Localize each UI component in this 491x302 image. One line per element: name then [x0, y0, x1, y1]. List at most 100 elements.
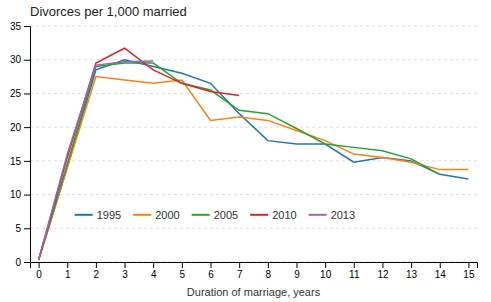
- x-tick-label: 8: [266, 269, 272, 280]
- x-tick-mark: [125, 262, 126, 268]
- x-tick-label: 7: [237, 269, 243, 280]
- y-tick-label: 0: [15, 257, 21, 268]
- legend-label: 1995: [97, 209, 121, 221]
- legend: 1995 2000 2005 2010 2013: [75, 209, 355, 221]
- legend-swatch: [192, 214, 210, 216]
- x-tick: 5: [180, 262, 186, 280]
- x-tick-mark: [39, 262, 40, 268]
- x-tick-mark: [96, 262, 97, 268]
- y-tick: 35: [10, 21, 30, 32]
- x-axis-line: [31, 263, 478, 269]
- x-tick: 6: [208, 262, 214, 280]
- x-tick: 0: [36, 262, 42, 280]
- x-tick: 10: [320, 262, 332, 280]
- x-tick: 9: [294, 262, 300, 280]
- y-axis: 0 5 10 15 20 25 30 35: [10, 21, 31, 268]
- x-tick: 15: [463, 262, 475, 280]
- legend-label: 2013: [331, 209, 355, 221]
- chart: 0123456789101112131415051015202530351995…: [0, 0, 491, 302]
- y-tick: 15: [10, 156, 30, 167]
- series-line: [39, 60, 469, 260]
- x-tick-label: 9: [294, 269, 300, 280]
- x-tick-label: 14: [435, 269, 447, 280]
- x-tick-label: 11: [349, 269, 360, 280]
- y-tick-mark: [24, 161, 30, 162]
- x-tick-mark: [67, 262, 68, 268]
- y-tick-mark: [24, 228, 30, 229]
- y-axis-line: [24, 27, 31, 263]
- y-tick-label: 5: [15, 223, 21, 234]
- y-grid-line: [30, 194, 477, 195]
- legend-swatch: [250, 214, 268, 216]
- y-tick-label: 30: [10, 54, 22, 65]
- x-tick-mark: [325, 262, 326, 268]
- series-line: [39, 63, 440, 260]
- x-tick-mark: [440, 262, 441, 268]
- x-tick-label: 10: [320, 269, 332, 280]
- y-tick: 20: [10, 122, 30, 133]
- title: Divorces per 1,000 married: [30, 4, 187, 19]
- x-tick-label: 13: [406, 269, 418, 280]
- x-tick-mark: [468, 262, 469, 268]
- chart-container: 0123456789101112131415051015202530351995…: [0, 0, 491, 302]
- legend-label: 2005: [214, 209, 238, 221]
- x-tick-label: 5: [180, 269, 186, 280]
- y-tick-mark: [24, 262, 30, 263]
- y-grid-line: [30, 228, 477, 229]
- y-tick-label: 15: [10, 156, 22, 167]
- x-tick: 4: [151, 262, 157, 280]
- x-axis: 0123456789101112131415: [31, 262, 478, 280]
- x-tick-mark: [296, 262, 297, 268]
- legend-swatch: [309, 214, 327, 216]
- y-tick-mark: [24, 195, 30, 196]
- x-tick-mark: [411, 262, 412, 268]
- x-tick: 12: [377, 262, 389, 280]
- y-tick-mark: [24, 127, 30, 128]
- y-tick-mark: [24, 60, 30, 61]
- x-tick-mark: [211, 262, 212, 268]
- y-tick-mark: [24, 26, 30, 27]
- y-tick: 25: [10, 88, 30, 99]
- x-tick-label: 0: [36, 269, 42, 280]
- y-tick-label: 10: [10, 189, 22, 200]
- y-tick: 0: [15, 257, 30, 268]
- legend-item: 2010: [250, 209, 296, 221]
- x-tick: 7: [237, 262, 243, 280]
- x-tick-label: 1: [65, 269, 71, 280]
- x-tick-label: 12: [377, 269, 389, 280]
- x-tick-mark: [354, 262, 355, 268]
- x-tick: 14: [435, 262, 447, 280]
- x-tick-label: 3: [122, 269, 128, 280]
- x-tick: 8: [266, 262, 272, 280]
- y-grid-line: [30, 26, 477, 27]
- y-grid-line: [30, 93, 477, 94]
- y-tick-label: 35: [10, 21, 22, 32]
- y-grid-line: [30, 59, 477, 60]
- x-tick: 11: [349, 262, 360, 280]
- x-tick-mark: [382, 262, 383, 268]
- x-tick-label: 6: [208, 269, 214, 280]
- x-tick: 2: [94, 262, 100, 280]
- y-tick-label: 25: [10, 88, 22, 99]
- y-tick: 5: [15, 223, 30, 234]
- x-tick-mark: [182, 262, 183, 268]
- x-tick-label: 4: [151, 269, 157, 280]
- legend-item: 1995: [75, 209, 121, 221]
- x-tick: 1: [65, 262, 71, 280]
- legend-label: 2010: [272, 209, 296, 221]
- series-line: [39, 48, 240, 260]
- x-tick-mark: [153, 262, 154, 268]
- legend-label: 2000: [155, 209, 179, 221]
- legend-swatch: [133, 214, 151, 216]
- series-line: [39, 77, 469, 260]
- x-tick-label: 2: [94, 269, 100, 280]
- x-axis-title: Duration of marriage, years: [187, 286, 321, 298]
- y-tick: 30: [10, 54, 30, 65]
- y-tick-label: 20: [10, 122, 22, 133]
- legend-item: 2000: [133, 209, 179, 221]
- plot-area: [39, 48, 469, 260]
- grid: [30, 26, 477, 262]
- y-tick: 10: [10, 189, 30, 200]
- x-tick: 13: [406, 262, 418, 280]
- series-line: [39, 61, 154, 260]
